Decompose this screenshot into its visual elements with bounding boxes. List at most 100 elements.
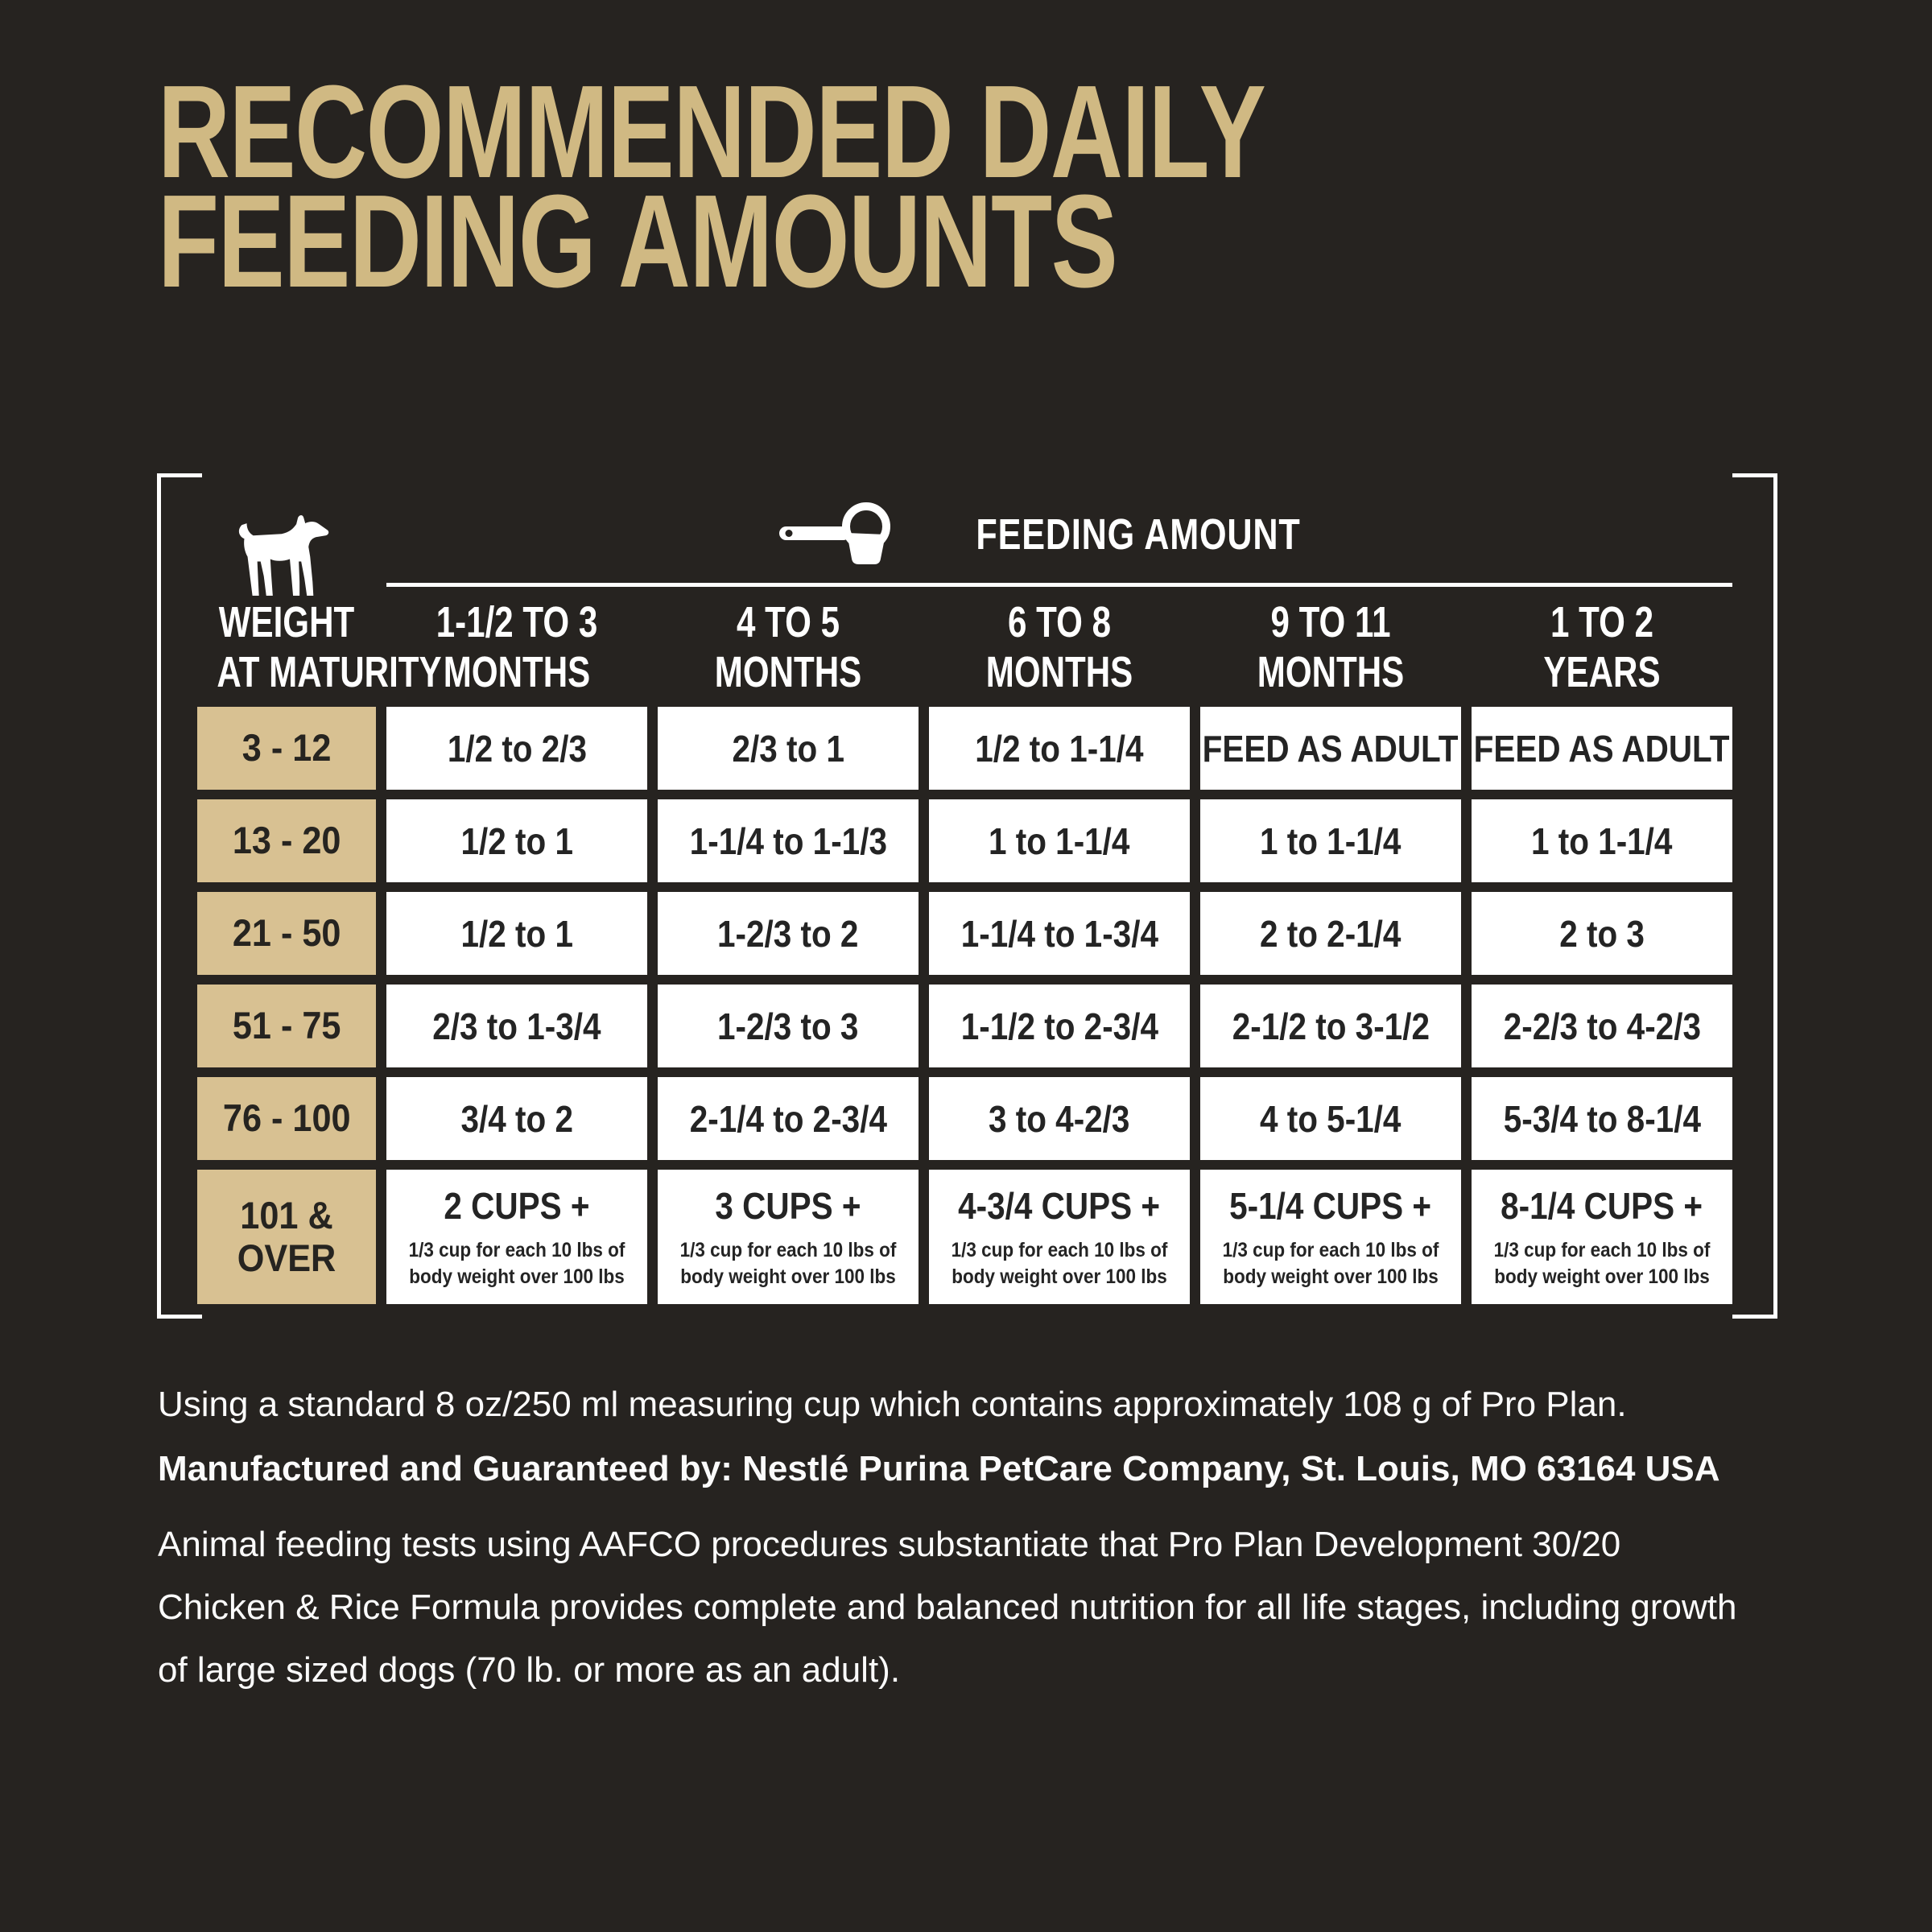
- feeding-value: 4 to 5-1/4: [1260, 1097, 1402, 1140]
- weight-cell: 13 - 20: [197, 799, 376, 882]
- feeding-value: 2-2/3 to 4-2/3: [1503, 1005, 1701, 1047]
- table-row: 51 - 75 2/3 to 1-3/4 1-2/3 to 3 1-1/2 to…: [157, 985, 1777, 1067]
- feeding-value: 2-1/4 to 2-3/4: [689, 1097, 887, 1140]
- feeding-cell: 1 to 1-1/4: [1472, 799, 1732, 882]
- feeding-value: 1-1/4 to 1-1/3: [689, 819, 887, 862]
- feeding-value: 2/3 to 1-3/4: [432, 1005, 601, 1047]
- feeding-cell: 5-1/4 CUPS + 1/3 cup for each 10 lbs of …: [1200, 1170, 1461, 1304]
- column-3-period: MONTHS: [985, 648, 1133, 696]
- feeding-cell: 5-3/4 to 8-1/4: [1472, 1077, 1732, 1160]
- feeding-cell: 2-1/2 to 3-1/2: [1200, 985, 1461, 1067]
- feeding-value: 5-3/4 to 8-1/4: [1503, 1097, 1701, 1140]
- table-bracket-left: [157, 473, 202, 1319]
- feeding-cell: 1-1/4 to 1-1/3: [658, 799, 919, 882]
- aafco-line-1: Animal feeding tests using AAFCO procedu…: [158, 1525, 1621, 1564]
- table-bracket-right: [1732, 473, 1777, 1319]
- table-row: 3 - 12 1/2 to 2/3 2/3 to 1 1/2 to 1-1/4 …: [157, 707, 1777, 790]
- feeding-cell: 1/2 to 2/3: [386, 707, 647, 790]
- weight-value: 21 - 50: [232, 911, 341, 955]
- feeding-value-note: 1/3 cup for each 10 lbs of body weight o…: [679, 1238, 897, 1288]
- feeding-cell: 1 to 1-1/4: [1200, 799, 1461, 882]
- feeding-value: 3 CUPS +: [715, 1184, 861, 1227]
- feeding-cell: 2 to 2-1/4: [1200, 892, 1461, 975]
- feeding-value: 2/3 to 1: [732, 727, 844, 770]
- feeding-table: FEEDING AMOUNT WEIGHT AT MATURITY (LBS) …: [157, 473, 1777, 1319]
- feeding-cell: FEED AS ADULT: [1200, 707, 1461, 790]
- feeding-value-note: 1/3 cup for each 10 lbs of body weight o…: [1222, 1238, 1439, 1288]
- column-1-period: MONTHS: [443, 648, 591, 696]
- feeding-amount-header: FEEDING AMOUNT: [386, 488, 1732, 581]
- feeding-value-note: 1/3 cup for each 10 lbs of body weight o…: [1493, 1238, 1711, 1288]
- feeding-value: 1/2 to 1: [460, 912, 573, 955]
- feeding-cell: 2 CUPS + 1/3 cup for each 10 lbs of body…: [386, 1170, 647, 1304]
- weight-value: 13 - 20: [232, 819, 341, 862]
- manufacturer-statement: Manufactured and Guaranteed by: Nestlé P…: [158, 1449, 1720, 1488]
- measuring-cup-icon: [779, 502, 890, 564]
- weight-cell: 76 - 100: [197, 1077, 376, 1160]
- weight-cell: 101 & OVER: [197, 1170, 376, 1304]
- weight-value: 3 - 12: [242, 726, 332, 770]
- column-4-range: 9 TO 11: [1270, 598, 1391, 646]
- dog-icon: [238, 515, 329, 596]
- feeding-value: 1-2/3 to 3: [717, 1005, 859, 1047]
- feeding-cell: 4 to 5-1/4: [1200, 1077, 1461, 1160]
- feeding-cell: 2-1/4 to 2-3/4: [658, 1077, 919, 1160]
- feeding-cell: FEED AS ADULT: [1472, 707, 1732, 790]
- feeding-cell: 2/3 to 1: [658, 707, 919, 790]
- weight-value: 51 - 75: [232, 1004, 341, 1047]
- feeding-value: 5-1/4 CUPS +: [1229, 1184, 1432, 1227]
- column-4-period: MONTHS: [1257, 648, 1405, 696]
- feeding-cell: 1/2 to 1: [386, 799, 647, 882]
- feeding-cell: 3 CUPS + 1/3 cup for each 10 lbs of body…: [658, 1170, 919, 1304]
- weight-cell: 3 - 12: [197, 707, 376, 790]
- feeding-value: 1 to 1-1/4: [1260, 819, 1402, 862]
- feeding-cell: 1-1/2 to 2-3/4: [929, 985, 1190, 1067]
- feeding-cell: 1/2 to 1: [386, 892, 647, 975]
- weight-value: 101 & OVER: [237, 1193, 336, 1279]
- feeding-value: 1 to 1-1/4: [989, 819, 1130, 862]
- aafco-statement: Animal feeding tests using AAFCO procedu…: [158, 1513, 1736, 1702]
- feeding-value: 1-1/4 to 1-3/4: [960, 912, 1158, 955]
- feeding-value: 8-1/4 CUPS +: [1501, 1184, 1703, 1227]
- weight-cell: 51 - 75: [197, 985, 376, 1067]
- feeding-amount-rule: [386, 583, 1732, 587]
- feeding-cell: 1/2 to 1-1/4: [929, 707, 1190, 790]
- column-5-period: YEARS: [1543, 648, 1661, 696]
- measuring-cup-note: Using a standard 8 oz/250 ml measuring c…: [158, 1385, 1627, 1424]
- page-title-line-2: FEEDING AMOUNTS: [158, 167, 1118, 315]
- feeding-value: 1/2 to 1-1/4: [975, 727, 1144, 770]
- feeding-value: 4-3/4 CUPS +: [958, 1184, 1161, 1227]
- feeding-value: 3 to 4-2/3: [989, 1097, 1130, 1140]
- page-title: RECOMMENDED DAILY FEEDING AMOUNTS: [158, 58, 1615, 315]
- weight-header-line2: AT MATURITY: [217, 648, 442, 696]
- column-1-range: 1-1/2 TO 3: [436, 598, 598, 646]
- feeding-cell: 1-2/3 to 3: [658, 985, 919, 1067]
- column-2-range: 4 TO 5: [737, 598, 840, 646]
- feeding-cell: 1-2/3 to 2: [658, 892, 919, 975]
- page-title-line-1: RECOMMENDED DAILY: [158, 58, 1266, 205]
- feeding-cell: 1 to 1-1/4: [929, 799, 1190, 882]
- column-2-period: MONTHS: [714, 648, 862, 696]
- table-row: 21 - 50 1/2 to 1 1-2/3 to 2 1-1/4 to 1-3…: [157, 892, 1777, 975]
- feeding-value: 1-2/3 to 2: [717, 912, 859, 955]
- feeding-cell: 3 to 4-2/3: [929, 1077, 1190, 1160]
- table-row: 76 - 100 3/4 to 2 2-1/4 to 2-3/4 3 to 4-…: [157, 1077, 1777, 1160]
- weight-cell: 21 - 50: [197, 892, 376, 975]
- feeding-cell: 2/3 to 1-3/4: [386, 985, 647, 1067]
- weight-header-line1: WEIGHT: [218, 598, 355, 646]
- feeding-value: FEED AS ADULT: [1203, 727, 1459, 770]
- feeding-value: 2 to 2-1/4: [1260, 912, 1402, 955]
- feeding-value-note: 1/3 cup for each 10 lbs of body weight o…: [951, 1238, 1168, 1288]
- column-3-range: 6 TO 8: [1008, 598, 1111, 646]
- feeding-value: 2 CUPS +: [444, 1184, 590, 1227]
- feeding-value-note: 1/3 cup for each 10 lbs of body weight o…: [408, 1238, 625, 1288]
- feeding-cell: 3/4 to 2: [386, 1077, 647, 1160]
- aafco-line-3: of large sized dogs (70 lb. or more as a…: [158, 1650, 901, 1690]
- feeding-cell: 4-3/4 CUPS + 1/3 cup for each 10 lbs of …: [929, 1170, 1190, 1304]
- feeding-cell: 1-1/4 to 1-3/4: [929, 892, 1190, 975]
- table-row: 101 & OVER 2 CUPS + 1/3 cup for each 10 …: [157, 1170, 1777, 1304]
- feeding-cell: 8-1/4 CUPS + 1/3 cup for each 10 lbs of …: [1472, 1170, 1732, 1304]
- column-5-range: 1 TO 2: [1550, 598, 1653, 646]
- feeding-value: 1/2 to 2/3: [447, 727, 587, 770]
